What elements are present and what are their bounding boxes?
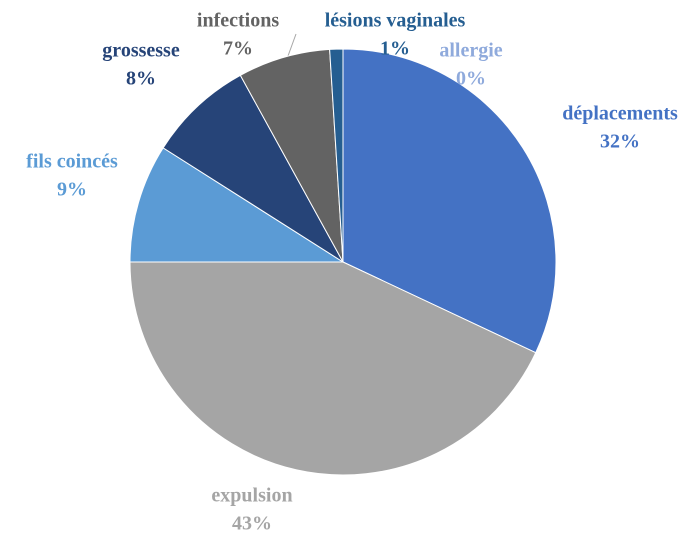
- leader-line: [287, 33, 297, 57]
- pie-slice: [329, 48, 344, 263]
- slice-label: allergie: [439, 40, 502, 62]
- slice-label: fils coincés: [26, 151, 118, 173]
- pie-slice: [129, 261, 537, 476]
- slice-value: 1%: [380, 38, 410, 60]
- pie-slice: [129, 147, 345, 263]
- slice-label: expulsion: [211, 485, 292, 507]
- slice-value: 9%: [57, 179, 87, 201]
- slice-value: 7%: [223, 38, 253, 60]
- slice-value: 8%: [126, 68, 156, 90]
- slice-value: 43%: [232, 513, 272, 534]
- slice-label: infections: [197, 10, 279, 32]
- slice-label: déplacements: [562, 103, 678, 125]
- slice-value: 0%: [456, 68, 486, 90]
- slice-value: 32%: [600, 131, 640, 153]
- slice-label: grossesse: [102, 40, 180, 62]
- pie-slice: [342, 48, 557, 354]
- slice-label: lésions vaginales: [325, 10, 466, 32]
- pie-slice: [162, 74, 344, 263]
